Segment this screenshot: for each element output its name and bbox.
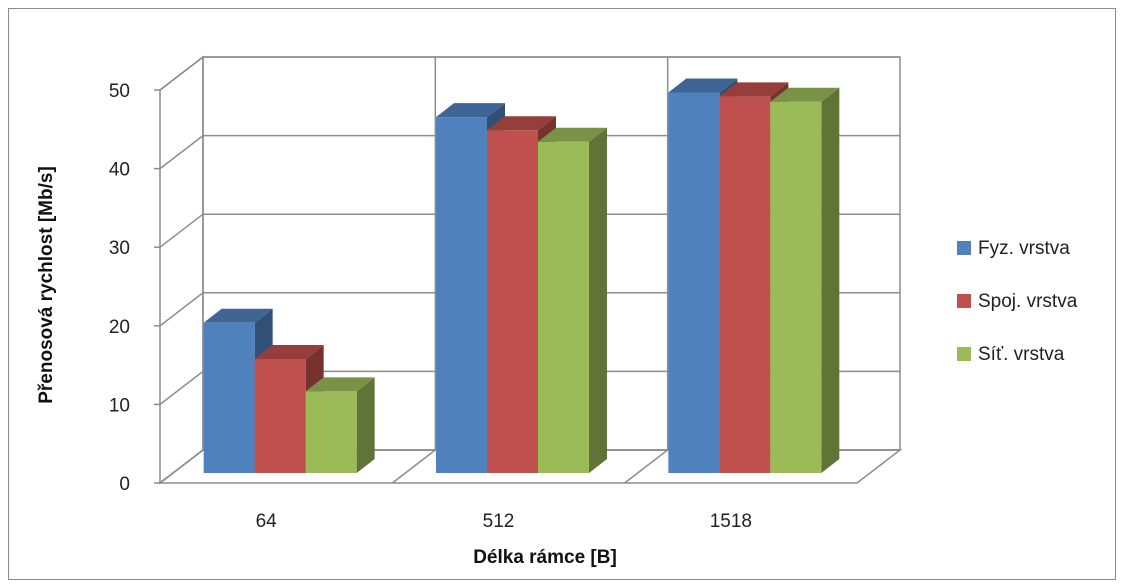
gridline	[159, 56, 900, 91]
bar-front	[436, 117, 487, 473]
bar-top	[436, 103, 505, 118]
y-tick-label: 20	[109, 317, 130, 338]
bar-front	[254, 358, 306, 473]
legend: Fyz. vrstva Spoj. vrstva Síť. vrstva	[957, 238, 1078, 365]
bar-top	[719, 82, 789, 97]
bars	[203, 78, 840, 474]
bar-top	[305, 377, 375, 392]
x-tick-label: 64	[256, 511, 278, 532]
bar-top	[203, 308, 273, 323]
bar-front	[203, 322, 255, 473]
bar-front	[538, 141, 589, 473]
bar-top	[254, 344, 324, 359]
bar-side	[356, 377, 375, 473]
bar-top	[770, 87, 840, 102]
floor-divider	[391, 449, 436, 484]
x-tick-labels: 64 512 1518	[256, 511, 752, 532]
bar-front	[305, 391, 357, 473]
y-tick-labels: 0 10 20 30 40 50	[109, 81, 130, 495]
legend-swatch	[957, 347, 971, 361]
bar	[770, 87, 840, 473]
x-axis-title: Délka rámce [B]	[473, 547, 617, 568]
bar-top	[538, 127, 607, 142]
legend-swatch	[957, 241, 971, 255]
bar-front	[668, 92, 720, 473]
y-tick-label: 0	[119, 474, 130, 495]
y-tick-label: 40	[109, 160, 130, 181]
floor-divider	[624, 449, 669, 484]
bar	[538, 127, 607, 473]
legend-label: Síť. vrstva	[978, 344, 1065, 365]
x-tick-label: 1518	[710, 511, 752, 532]
y-tick-label: 30	[109, 238, 130, 259]
bar-front	[487, 130, 538, 473]
bar-side	[821, 87, 840, 473]
legend-label: Spoj. vrstva	[978, 291, 1078, 312]
gridlines	[154, 56, 900, 484]
bar-top	[668, 78, 738, 93]
side-wall	[159, 55, 204, 485]
legend-swatch	[957, 294, 971, 308]
bar-side	[589, 127, 607, 473]
legend-label: Fyz. vrstva	[978, 238, 1070, 259]
y-tick-label: 10	[109, 395, 130, 416]
y-axis-title: Přenosová rychlost [Mb/s]	[36, 166, 57, 404]
bar-front	[770, 101, 822, 473]
x-tick-label: 512	[483, 511, 515, 532]
bar	[305, 377, 375, 473]
bar-front	[719, 96, 771, 474]
y-tick-label: 50	[109, 81, 130, 102]
bar-top	[487, 116, 556, 131]
